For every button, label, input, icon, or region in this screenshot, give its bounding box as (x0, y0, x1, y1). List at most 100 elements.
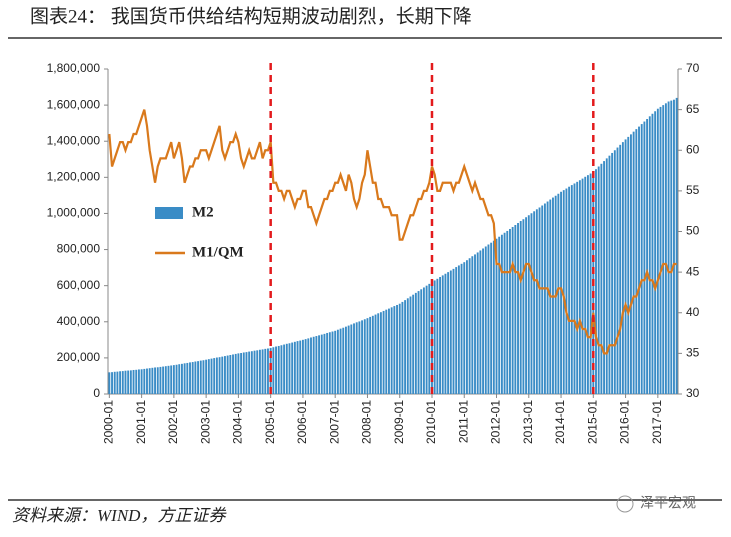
bar (350, 324, 353, 394)
y2-tick-label: 70 (686, 61, 700, 75)
bar (487, 244, 490, 394)
bar (396, 304, 398, 394)
bar (490, 242, 493, 394)
bar (293, 341, 296, 394)
bar (140, 369, 143, 394)
bar (673, 99, 675, 394)
bar (401, 301, 404, 394)
legend-label: M2 (192, 204, 214, 220)
bar (148, 368, 151, 394)
bar (339, 328, 342, 394)
bar (422, 287, 425, 394)
bar (597, 166, 600, 394)
bar (245, 352, 248, 394)
bar (310, 337, 312, 394)
bar (474, 254, 476, 394)
bar (264, 348, 267, 394)
bar (242, 352, 245, 394)
y2-tick-label: 35 (686, 346, 700, 360)
bar (543, 203, 546, 394)
bar (164, 366, 167, 394)
bar (374, 314, 377, 394)
bar (441, 275, 444, 394)
bar (557, 193, 560, 394)
y-tick-label: 1,400,000 (47, 133, 101, 147)
bar (194, 361, 197, 394)
bar (600, 163, 603, 394)
bar (119, 371, 122, 394)
bar (170, 365, 173, 394)
x-tick-label: 2004-01 (231, 400, 245, 444)
bar (439, 277, 441, 394)
x-tick-label: 2013-01 (521, 400, 535, 444)
y2-tick-label: 40 (686, 305, 700, 319)
bar (640, 124, 643, 394)
bar (482, 248, 485, 394)
bar (675, 97, 678, 394)
bar (180, 363, 183, 394)
x-tick-label: 2006-01 (295, 400, 309, 444)
bar (358, 321, 361, 394)
bar (167, 365, 170, 394)
bar (382, 310, 385, 394)
bar (535, 209, 538, 394)
bar (648, 116, 651, 395)
bar (189, 362, 191, 394)
bar (224, 356, 226, 394)
y-tick-label: 1,000,000 (47, 206, 101, 220)
y2-tick-label: 50 (686, 224, 700, 238)
bar (261, 349, 264, 394)
bar (635, 129, 638, 394)
bar (570, 185, 573, 394)
y-tick-label: 1,600,000 (47, 97, 101, 111)
watermark: 泽平宏观 (640, 495, 696, 511)
bar (586, 175, 589, 394)
bar (256, 350, 259, 394)
bar (656, 108, 659, 394)
bar (412, 294, 415, 394)
bar (232, 354, 234, 394)
bar (135, 369, 138, 394)
bar (455, 267, 458, 394)
bar (183, 363, 186, 394)
x-tick-label: 2016-01 (618, 400, 632, 444)
bar (175, 364, 178, 394)
y2-tick-label: 60 (686, 142, 700, 156)
legend-label: M1/QM (192, 244, 244, 260)
bar (213, 358, 216, 394)
bar (267, 348, 269, 394)
bar (479, 250, 482, 394)
bar (465, 260, 468, 394)
bar (151, 367, 154, 394)
bar (234, 353, 237, 394)
bar (428, 283, 431, 394)
bar (457, 265, 460, 394)
bar (621, 142, 624, 394)
bar (608, 155, 611, 394)
bar (353, 323, 355, 394)
bar (178, 364, 181, 394)
bar (250, 351, 253, 394)
bar (156, 367, 159, 394)
bar (460, 263, 463, 394)
bar (654, 111, 657, 394)
bar (371, 315, 374, 394)
x-tick-label: 2005-01 (263, 400, 277, 444)
bar (334, 330, 337, 394)
bar (595, 169, 597, 394)
chart-title: 图表24： 我国货币供给结构短期波动剧烈，长期下降 (30, 5, 472, 27)
bar (248, 351, 251, 394)
bar (345, 326, 347, 394)
y-tick-label: 200,000 (57, 350, 101, 364)
bar (562, 190, 565, 394)
bar (304, 339, 307, 394)
bar (272, 347, 275, 394)
bar (159, 366, 162, 394)
source: 资料来源：WIND，方正证券 (12, 506, 227, 525)
bar (388, 308, 390, 394)
bar (447, 272, 450, 394)
bar (296, 341, 299, 394)
bar (546, 201, 549, 394)
bar (630, 134, 632, 394)
bar (662, 105, 665, 394)
